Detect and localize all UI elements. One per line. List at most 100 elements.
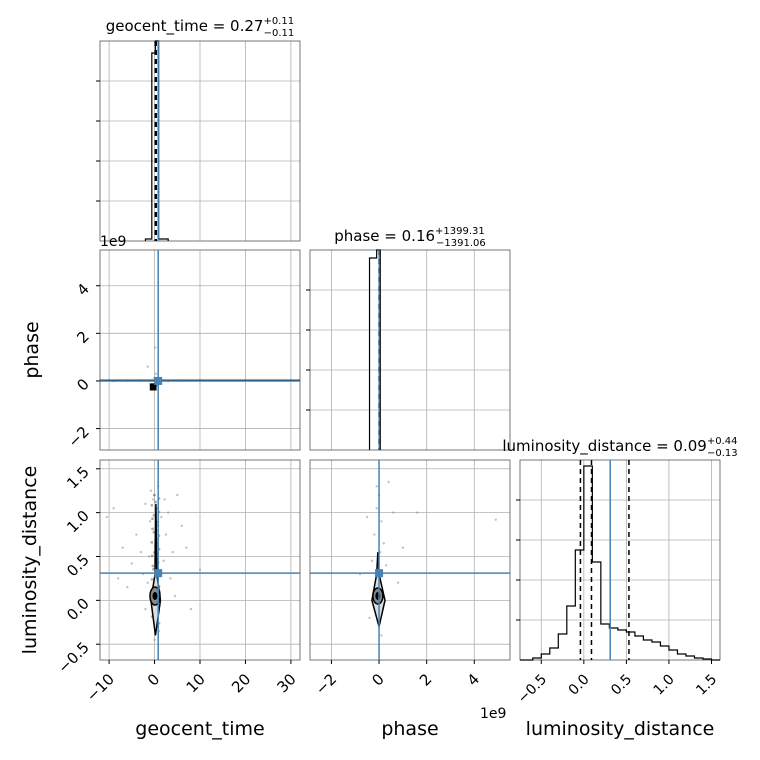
ytick-label: 1.5 bbox=[63, 463, 93, 493]
ytick-label: 0.0 bbox=[63, 594, 93, 624]
sample-point bbox=[154, 372, 158, 376]
sample-point bbox=[148, 520, 152, 523]
sample-point bbox=[365, 515, 369, 519]
sample-point bbox=[152, 493, 156, 497]
xtick-label: −0.5 bbox=[515, 672, 550, 707]
xtick-label: 2 bbox=[416, 670, 435, 689]
sample-point bbox=[387, 480, 390, 484]
sample-point bbox=[152, 514, 156, 517]
title-luminosity-distance-sup: +0.44 bbox=[707, 436, 738, 447]
sample-point bbox=[126, 585, 129, 589]
sample-point bbox=[380, 634, 383, 637]
sample-point bbox=[163, 498, 166, 501]
sample-point bbox=[139, 550, 143, 554]
sample-point bbox=[153, 346, 157, 349]
sample-point bbox=[105, 515, 109, 519]
sample-point bbox=[375, 485, 378, 488]
title-geocent-time: geocent_time = 0.27+0.11 −0.11 bbox=[106, 16, 295, 39]
density-blob bbox=[149, 383, 157, 391]
title-luminosity-distance-main: luminosity_distance = 0.09 bbox=[502, 437, 706, 456]
sample-point bbox=[130, 562, 134, 565]
xtick-label: 20 bbox=[228, 670, 254, 696]
ytick-label: −2 bbox=[64, 423, 92, 451]
sample-point bbox=[151, 527, 154, 531]
injection-marker bbox=[154, 569, 163, 578]
injection-marker bbox=[375, 569, 384, 578]
histogram-luminosity-distance bbox=[520, 465, 720, 661]
xtick-label: 0 bbox=[144, 670, 163, 689]
xlabel-phase: phase bbox=[381, 718, 438, 740]
ytick-label: 1.0 bbox=[63, 507, 93, 537]
sample-point bbox=[150, 503, 154, 507]
title-phase-main: phase = 0.16 bbox=[334, 227, 435, 245]
ylabel-luminosity-distance: luminosity_distance bbox=[19, 466, 41, 655]
sample-point bbox=[144, 607, 147, 611]
xtick-label: 0.5 bbox=[608, 672, 635, 699]
panel-frame-luminosity-distance bbox=[519, 459, 721, 661]
ytick-label: 2 bbox=[73, 327, 92, 346]
sample-point bbox=[144, 502, 147, 506]
sample-point bbox=[375, 507, 378, 510]
sample-point bbox=[152, 530, 156, 534]
xtick-label: 10 bbox=[183, 670, 209, 696]
sample-point bbox=[380, 520, 383, 523]
sample-point bbox=[153, 638, 156, 642]
xtick-label: 4 bbox=[464, 670, 483, 689]
xlabel-luminosity-distance: luminosity_distance bbox=[526, 718, 715, 740]
sample-point bbox=[494, 518, 497, 521]
histogram-phase bbox=[368, 249, 381, 450]
title-geocent-time-sub: −0.11 bbox=[264, 28, 295, 39]
panel-frame-phase-geocent-time bbox=[99, 249, 301, 451]
sample-point bbox=[150, 578, 154, 581]
title-geocent-time-main: geocent_time = 0.27 bbox=[106, 17, 264, 36]
sample-point bbox=[146, 581, 149, 585]
panel-frame-phase bbox=[309, 249, 511, 451]
title-geocent-time-sup: +0.11 bbox=[263, 16, 294, 27]
sample-point bbox=[396, 581, 400, 585]
sample-point bbox=[154, 500, 158, 504]
sample-point bbox=[176, 493, 179, 497]
ytick-label: 0.5 bbox=[63, 551, 93, 581]
sample-point bbox=[189, 607, 193, 611]
sample-point bbox=[171, 550, 174, 554]
title-luminosity-distance-sub: −0.13 bbox=[707, 448, 738, 459]
xtick-label: 30 bbox=[274, 670, 300, 696]
sample-point bbox=[415, 511, 419, 514]
offset-text: 1e9 bbox=[480, 706, 506, 722]
sample-point bbox=[151, 517, 154, 521]
xlabel-geocent-time: geocent_time bbox=[135, 718, 264, 740]
xtick-label: −2 bbox=[312, 670, 340, 698]
sample-point bbox=[135, 533, 138, 536]
title-phase: phase = 0.16+1399.31 −1391.06 bbox=[334, 226, 485, 249]
sample-point bbox=[198, 568, 202, 571]
xtick-label: −10 bbox=[83, 670, 118, 705]
injection-marker bbox=[154, 376, 163, 385]
sample-point bbox=[166, 511, 170, 514]
ytick-label: 4 bbox=[73, 280, 92, 299]
ylabel-phase: phase bbox=[21, 321, 43, 378]
sample-point bbox=[121, 546, 124, 549]
sample-point bbox=[152, 568, 155, 571]
sample-point bbox=[146, 365, 149, 368]
xtick-label: 1.5 bbox=[693, 672, 720, 699]
xtick-label: 0.0 bbox=[566, 672, 593, 699]
sample-point bbox=[150, 554, 154, 558]
sample-point bbox=[150, 541, 154, 544]
ytick-label: 0 bbox=[73, 375, 92, 394]
sample-point bbox=[180, 524, 184, 527]
sample-point bbox=[370, 559, 374, 563]
xtick-label: 1.0 bbox=[651, 672, 678, 699]
sample-point bbox=[384, 564, 388, 567]
offset-text: 1e9 bbox=[100, 234, 126, 250]
ytick-label: −0.5 bbox=[54, 638, 92, 676]
sample-point bbox=[392, 511, 395, 514]
contour-core bbox=[152, 591, 158, 600]
title-phase-sup: +1399.31 bbox=[435, 226, 485, 237]
sample-point bbox=[147, 555, 151, 558]
sample-point bbox=[173, 594, 177, 598]
sample-point bbox=[112, 507, 115, 510]
title-luminosity-distance: luminosity_distance = 0.09+0.44 −0.13 bbox=[502, 436, 737, 459]
sample-point bbox=[401, 546, 405, 549]
sample-point bbox=[185, 546, 188, 549]
